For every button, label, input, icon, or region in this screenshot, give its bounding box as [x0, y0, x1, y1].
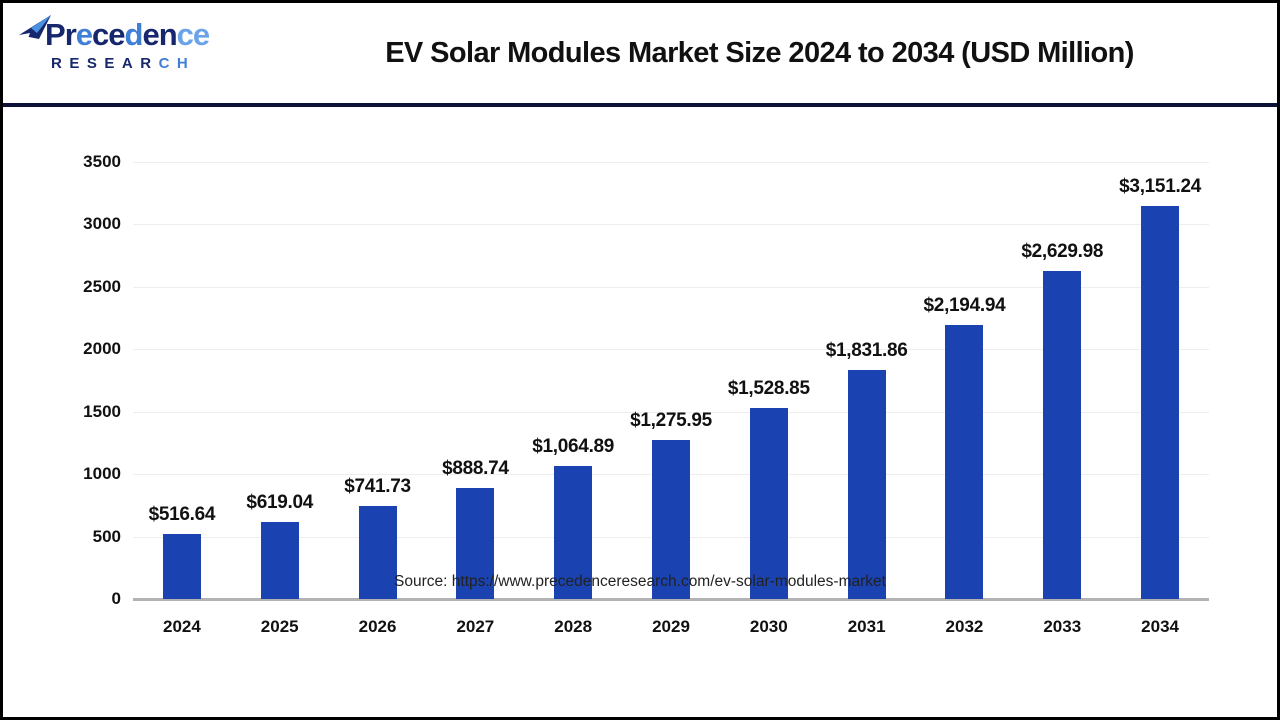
- x-tick-label: 2032: [945, 617, 984, 636]
- x-tick-label: 2028: [554, 617, 593, 636]
- logo-letter: R: [51, 55, 70, 72]
- logo-letter: C: [158, 55, 177, 72]
- bar-2033: [1043, 270, 1082, 599]
- y-tick-label: 1000: [83, 464, 121, 484]
- x-axis-line: [133, 598, 1209, 601]
- x-tick-label: 2033: [1043, 617, 1082, 636]
- logo-letter: E: [104, 55, 122, 72]
- x-tick-label: 2034: [1141, 617, 1179, 636]
- logo-letter: d: [124, 17, 144, 52]
- logo-letter: S: [86, 55, 105, 72]
- logo-letter: e: [75, 17, 93, 52]
- gridline: [133, 224, 1209, 226]
- x-tick-label: 2029: [652, 617, 690, 636]
- x-tick-label: 2026: [358, 617, 397, 636]
- gridline: [133, 286, 1209, 288]
- logo-research-word: RESEARCH: [51, 55, 195, 72]
- x-tick-label: 2024: [162, 617, 201, 636]
- bar-2026: [358, 506, 397, 599]
- bar-2027: [456, 488, 495, 599]
- y-tick-label: 3000: [83, 214, 121, 234]
- bar-value-label: $3,151.24: [1119, 175, 1201, 197]
- logo-letter: H: [176, 55, 196, 72]
- x-tick-label: 2030: [749, 617, 788, 636]
- bar-value-label: $1,831.86: [825, 340, 908, 362]
- bar-value-label: $2,629.98: [1021, 240, 1104, 262]
- bar-2030: [749, 408, 788, 599]
- bar-value-label: $1,528.85: [727, 378, 810, 400]
- bar-2028: [554, 466, 593, 599]
- bar-value-label: $741.73: [344, 476, 411, 498]
- logo-letter: R: [140, 55, 159, 72]
- bar-value-label: $619.04: [246, 491, 314, 513]
- bar-2032: [945, 324, 984, 599]
- paper-plane-logo-icon: [19, 15, 51, 41]
- bar-value-label: $2,194.94: [923, 294, 1006, 316]
- bar-value-label: $1,275.95: [630, 409, 712, 431]
- logo-letter: c: [176, 17, 194, 52]
- bar-value-label: $1,064.89: [532, 436, 615, 458]
- logo-letter: e: [142, 17, 159, 52]
- bar-chart-plot-area: 0 500 1000 1500 2000 2500 3000 3500 $516.64 2024 $…: [3, 111, 1277, 717]
- header: Precedence RESEARCH EV Solar Modules Mar…: [3, 3, 1277, 107]
- y-tick-label: 1500: [83, 401, 121, 421]
- bar-2031: [847, 370, 886, 599]
- x-tick-label: 2025: [260, 617, 299, 636]
- y-tick-label: 2000: [83, 339, 121, 359]
- bar-2034: [1141, 205, 1180, 599]
- logo-letter: A: [121, 55, 141, 72]
- precedence-research-logo: Precedence RESEARCH: [17, 11, 252, 95]
- y-tick-label: 0: [111, 589, 121, 608]
- gridline: [133, 349, 1209, 351]
- y-tick-label: 3500: [83, 152, 121, 171]
- logo-letter: P: [45, 17, 66, 52]
- bar-2025: [260, 521, 299, 599]
- bar-value-label: $888.74: [442, 458, 509, 480]
- logo-letter: e: [192, 17, 210, 52]
- bar-2024: [162, 534, 201, 599]
- logo-brand-word: Precedence: [45, 17, 210, 53]
- logo-letter: E: [69, 55, 87, 72]
- gridline: [133, 411, 1209, 413]
- bar-2029: [652, 439, 690, 599]
- bar-value-label: $516.64: [148, 504, 216, 526]
- logo-letter: r: [64, 17, 77, 52]
- x-tick-label: 2027: [456, 617, 495, 636]
- gridline: [133, 162, 1209, 163]
- y-tick-label: 2500: [83, 276, 121, 296]
- source-attribution: Source: https://www.precedenceresearch.c…: [394, 573, 886, 590]
- x-tick-label: 2031: [847, 617, 886, 636]
- y-tick-label: 500: [92, 526, 121, 546]
- logo-letter: n: [158, 17, 178, 52]
- chart-title: EV Solar Modules Market Size 2024 to 203…: [385, 36, 1134, 69]
- logo-letter: c: [92, 17, 109, 52]
- logo-letter: e: [108, 17, 125, 52]
